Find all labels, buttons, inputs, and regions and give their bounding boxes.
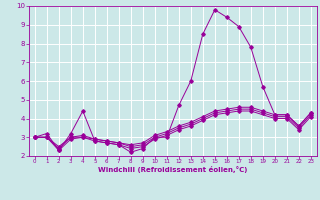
X-axis label: Windchill (Refroidissement éolien,°C): Windchill (Refroidissement éolien,°C) [98,166,247,173]
